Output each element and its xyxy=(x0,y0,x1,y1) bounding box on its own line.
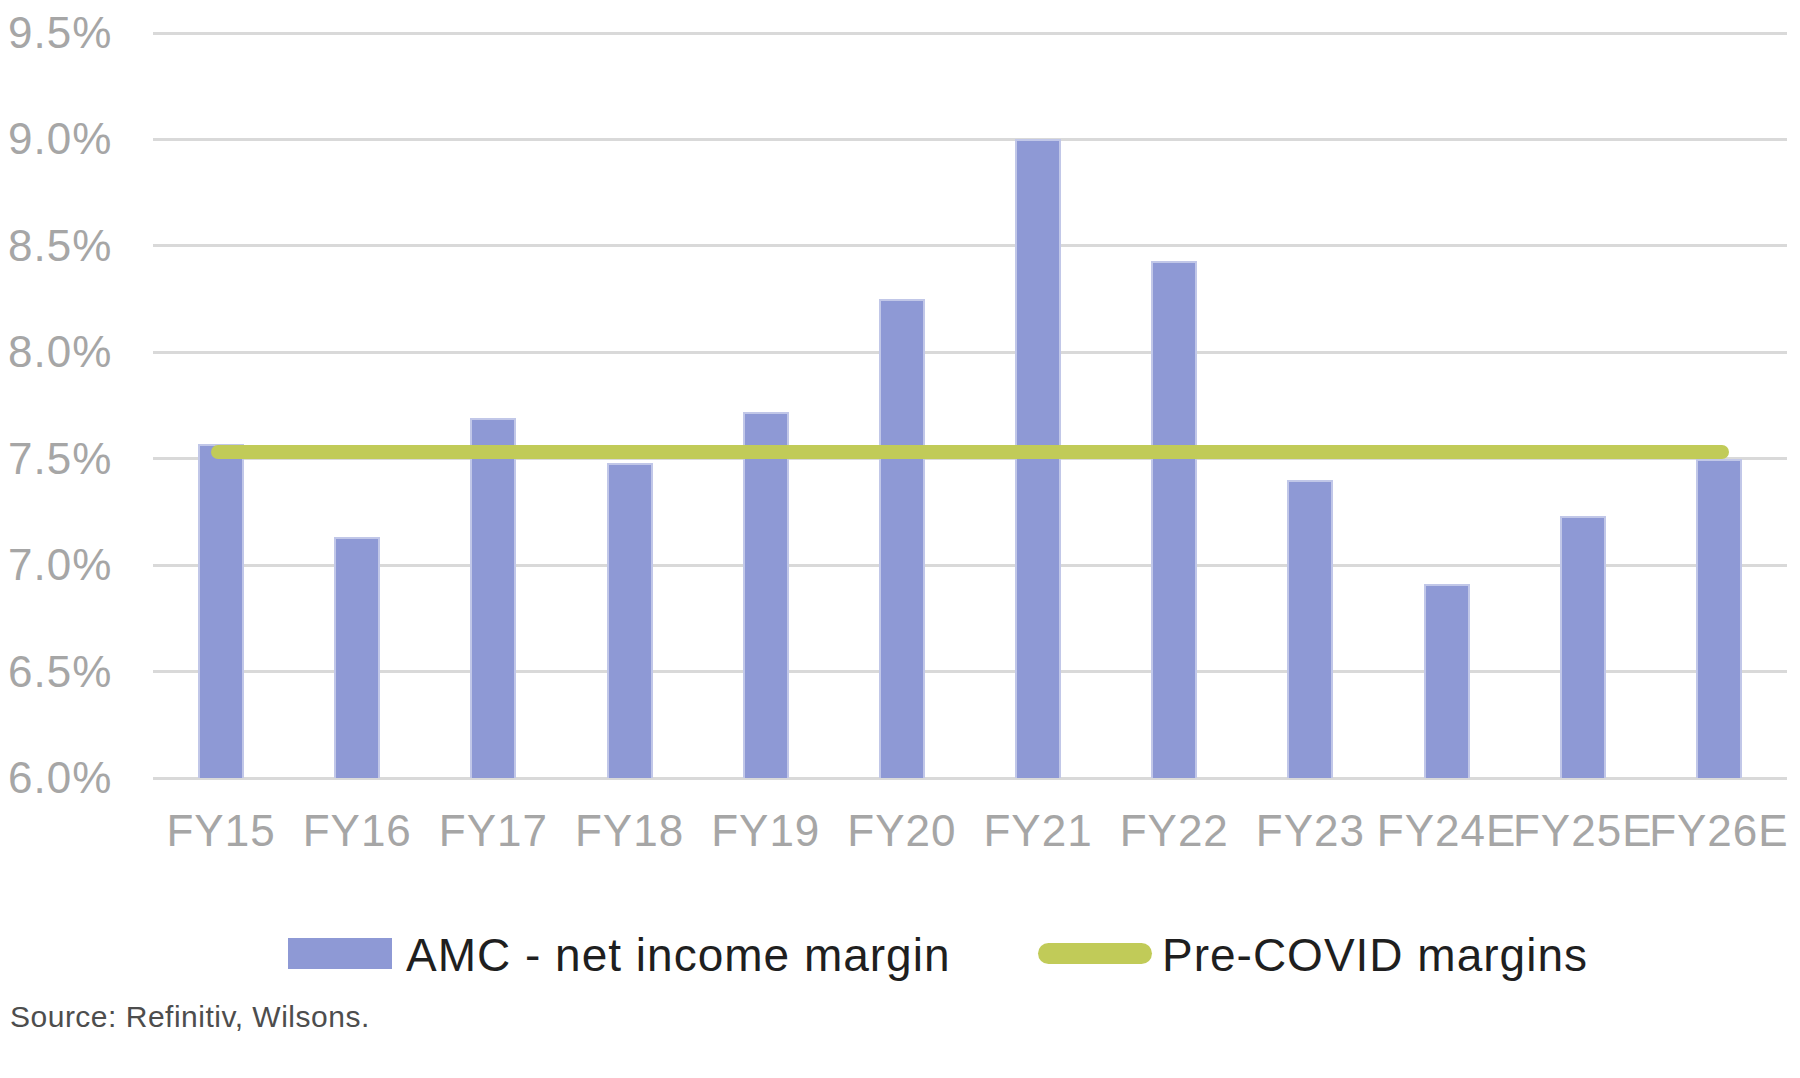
source-note: Source: Refinitiv, Wilsons. xyxy=(10,1000,370,1034)
bar-fy26e xyxy=(1696,459,1742,778)
gridline-7.0% xyxy=(153,564,1787,567)
legend-marker-bar xyxy=(288,938,392,969)
gridline-9.5% xyxy=(153,32,1787,35)
net-income-margin-chart: AMC - net income margin Pre-COVID margin… xyxy=(0,0,1800,1078)
bar-fy23 xyxy=(1287,480,1333,778)
bar-fy25e xyxy=(1560,516,1606,778)
y-axis-tick-label-8.5%: 8.5% xyxy=(8,224,112,268)
legend-label-pre-covid-margins: Pre-COVID margins xyxy=(1162,928,1588,982)
x-axis-tick-label-fy26e: FY26E xyxy=(1639,806,1799,856)
bar-fy22 xyxy=(1151,261,1197,778)
gridline-6.5% xyxy=(153,670,1787,673)
bar-fy19 xyxy=(743,412,789,778)
y-axis-tick-label-9.0%: 9.0% xyxy=(8,117,112,161)
y-axis-tick-label-8.0%: 8.0% xyxy=(8,330,112,374)
legend-label-amc-net-income-margin: AMC - net income margin xyxy=(406,928,951,982)
bar-fy16 xyxy=(334,537,380,778)
legend-marker-line xyxy=(1038,943,1152,964)
y-axis-tick-label-6.0%: 6.0% xyxy=(8,756,112,800)
bar-fy24e xyxy=(1424,584,1470,778)
gridline-9.0% xyxy=(153,138,1787,141)
y-axis-tick-label-6.5%: 6.5% xyxy=(8,650,112,694)
gridline-6.0% xyxy=(153,777,1787,780)
pre-covid-margin-line xyxy=(211,445,1729,459)
y-axis-tick-label-7.0%: 7.0% xyxy=(8,543,112,587)
bar-fy17 xyxy=(470,418,516,778)
bar-fy20 xyxy=(879,299,925,778)
y-axis-tick-label-9.5%: 9.5% xyxy=(8,11,112,55)
bar-fy18 xyxy=(607,463,653,778)
plot-area xyxy=(153,33,1787,778)
gridline-8.0% xyxy=(153,351,1787,354)
bar-fy15 xyxy=(198,444,244,778)
y-axis-tick-label-7.5%: 7.5% xyxy=(8,437,112,481)
gridline-8.5% xyxy=(153,244,1787,247)
